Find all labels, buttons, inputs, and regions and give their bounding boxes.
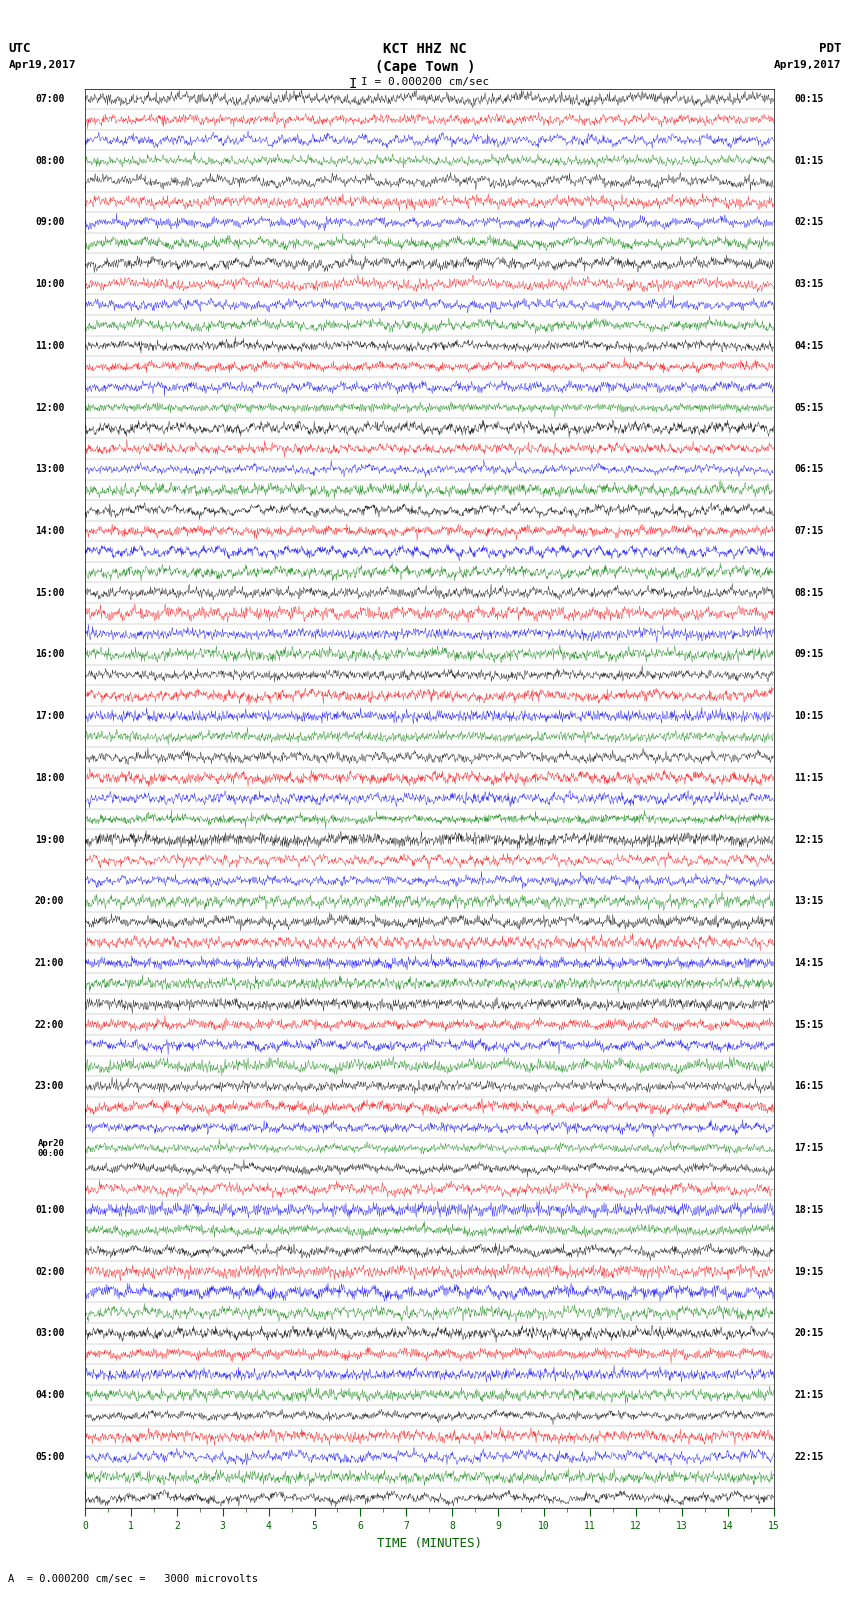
Text: 15:00: 15:00 [35,587,65,598]
Text: 14:00: 14:00 [35,526,65,536]
Text: 11:15: 11:15 [794,773,824,782]
Text: 09:15: 09:15 [794,650,824,660]
Text: 04:15: 04:15 [794,340,824,352]
Text: KCT HHZ NC: KCT HHZ NC [383,42,467,56]
Text: 22:00: 22:00 [35,1019,65,1029]
Text: Apr20: Apr20 [37,1139,65,1147]
Text: 03:00: 03:00 [35,1327,65,1339]
Text: 08:15: 08:15 [794,587,824,598]
Text: (Cape Town ): (Cape Town ) [375,60,475,74]
Text: 13:15: 13:15 [794,897,824,907]
Text: 07:15: 07:15 [794,526,824,536]
Text: 10:00: 10:00 [35,279,65,289]
Text: 23:00: 23:00 [35,1081,65,1092]
Text: 20:15: 20:15 [794,1327,824,1339]
Text: 03:15: 03:15 [794,279,824,289]
Text: 05:15: 05:15 [794,403,824,413]
Text: I = 0.000200 cm/sec: I = 0.000200 cm/sec [361,77,489,87]
Text: 16:15: 16:15 [794,1081,824,1092]
Text: 05:00: 05:00 [35,1452,65,1461]
Text: 09:00: 09:00 [35,218,65,227]
Text: 13:00: 13:00 [35,465,65,474]
Text: 20:00: 20:00 [35,897,65,907]
Text: 21:00: 21:00 [35,958,65,968]
Text: 11:00: 11:00 [35,340,65,352]
Text: 02:00: 02:00 [35,1266,65,1276]
Text: Apr19,2017: Apr19,2017 [8,60,76,69]
Text: 08:00: 08:00 [35,156,65,166]
Text: 18:00: 18:00 [35,773,65,782]
Text: 06:15: 06:15 [794,465,824,474]
Text: 22:15: 22:15 [794,1452,824,1461]
Text: 00:15: 00:15 [794,94,824,103]
Text: I: I [348,77,357,92]
Text: 07:00: 07:00 [35,94,65,103]
Text: 10:15: 10:15 [794,711,824,721]
Text: UTC: UTC [8,42,31,55]
Text: 21:15: 21:15 [794,1390,824,1400]
Text: 19:00: 19:00 [35,834,65,845]
Text: 02:15: 02:15 [794,218,824,227]
Text: 12:00: 12:00 [35,403,65,413]
Text: PDT: PDT [819,42,842,55]
Text: 00:00: 00:00 [37,1148,65,1158]
Text: 17:15: 17:15 [794,1144,824,1153]
Text: 01:00: 01:00 [35,1205,65,1215]
Text: 18:15: 18:15 [794,1205,824,1215]
Text: 14:15: 14:15 [794,958,824,968]
Text: 19:15: 19:15 [794,1266,824,1276]
Text: 15:15: 15:15 [794,1019,824,1029]
X-axis label: TIME (MINUTES): TIME (MINUTES) [377,1537,482,1550]
Text: 04:00: 04:00 [35,1390,65,1400]
Text: A  = 0.000200 cm/sec =   3000 microvolts: A = 0.000200 cm/sec = 3000 microvolts [8,1574,258,1584]
Text: 12:15: 12:15 [794,834,824,845]
Text: 17:00: 17:00 [35,711,65,721]
Text: 16:00: 16:00 [35,650,65,660]
Text: 01:15: 01:15 [794,156,824,166]
Text: Apr19,2017: Apr19,2017 [774,60,842,69]
